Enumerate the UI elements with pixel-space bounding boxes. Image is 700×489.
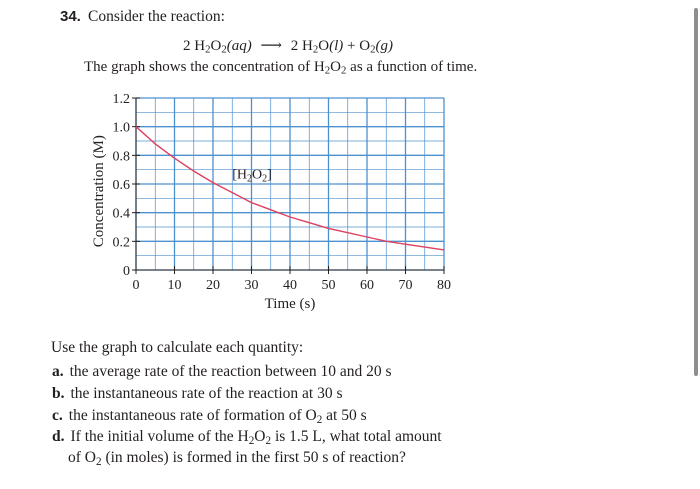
y-tick-label: 0 (123, 264, 130, 279)
instructions: Use the graph to calculate each quantity… (51, 339, 304, 356)
reaction-arrow-icon: ⟶ (260, 38, 283, 54)
scrollbar-thumb[interactable] (694, 8, 698, 376)
item-a: a. the average rate of the reaction betwe… (52, 363, 392, 380)
question-prompt: Consider the reaction: (88, 8, 225, 25)
y-tick-label: 1.2 (113, 92, 131, 107)
y-tick-label: 1.0 (113, 121, 131, 136)
y-tick-label: 0.4 (113, 207, 131, 222)
y-tick-label: 0.6 (113, 178, 131, 193)
item-d: d. If the initial volume of the H2O2 is 1… (52, 428, 442, 447)
item-b: b. the instantaneous rate of the reaction… (52, 385, 343, 402)
graph-description: The graph shows the concentration of H2O… (84, 59, 478, 77)
item-d-continuation: of O2 (in moles) is formed in the first … (68, 449, 406, 468)
x-tick-label: 50 (322, 278, 336, 293)
chart-grid (135, 97, 445, 271)
reaction-equation: 2 H2O2(aq) ⟶ 2 H2O(l) + O2(g) (183, 38, 393, 56)
item-c: c. the instantaneous rate of formation of… (52, 407, 367, 426)
x-tick-label: 70 (399, 278, 413, 293)
x-tick-label: 10 (168, 278, 182, 293)
y-axis-label: Concentration (M) (91, 135, 107, 247)
y-tick-label: 0.8 (113, 149, 131, 164)
concentration-curve (135, 126, 445, 251)
vertical-scrollbar[interactable] (693, 0, 700, 489)
x-tick-label: 0 (133, 278, 140, 293)
x-tick-label: 20 (206, 278, 220, 293)
x-tick-label: 40 (283, 278, 297, 293)
chart-ticks: 0 10 20 30 40 50 60 70 80 0 0.2 0.4 0.6 0.8 1.0 1.2 (113, 92, 452, 293)
x-axis-label: Time (s) (265, 296, 316, 312)
x-tick-label: 60 (360, 278, 374, 293)
question-number: 34. (60, 8, 81, 25)
y-tick-label: 0.2 (113, 235, 131, 250)
x-tick-label: 30 (245, 278, 259, 293)
x-tick-label: 80 (437, 278, 451, 293)
concentration-chart: 0 10 20 30 40 50 60 70 80 0 0.2 0.4 0.6 0.8 1.0 1.2 [H2… (91, 92, 452, 312)
curve-label: [H2O2] (232, 167, 272, 184)
